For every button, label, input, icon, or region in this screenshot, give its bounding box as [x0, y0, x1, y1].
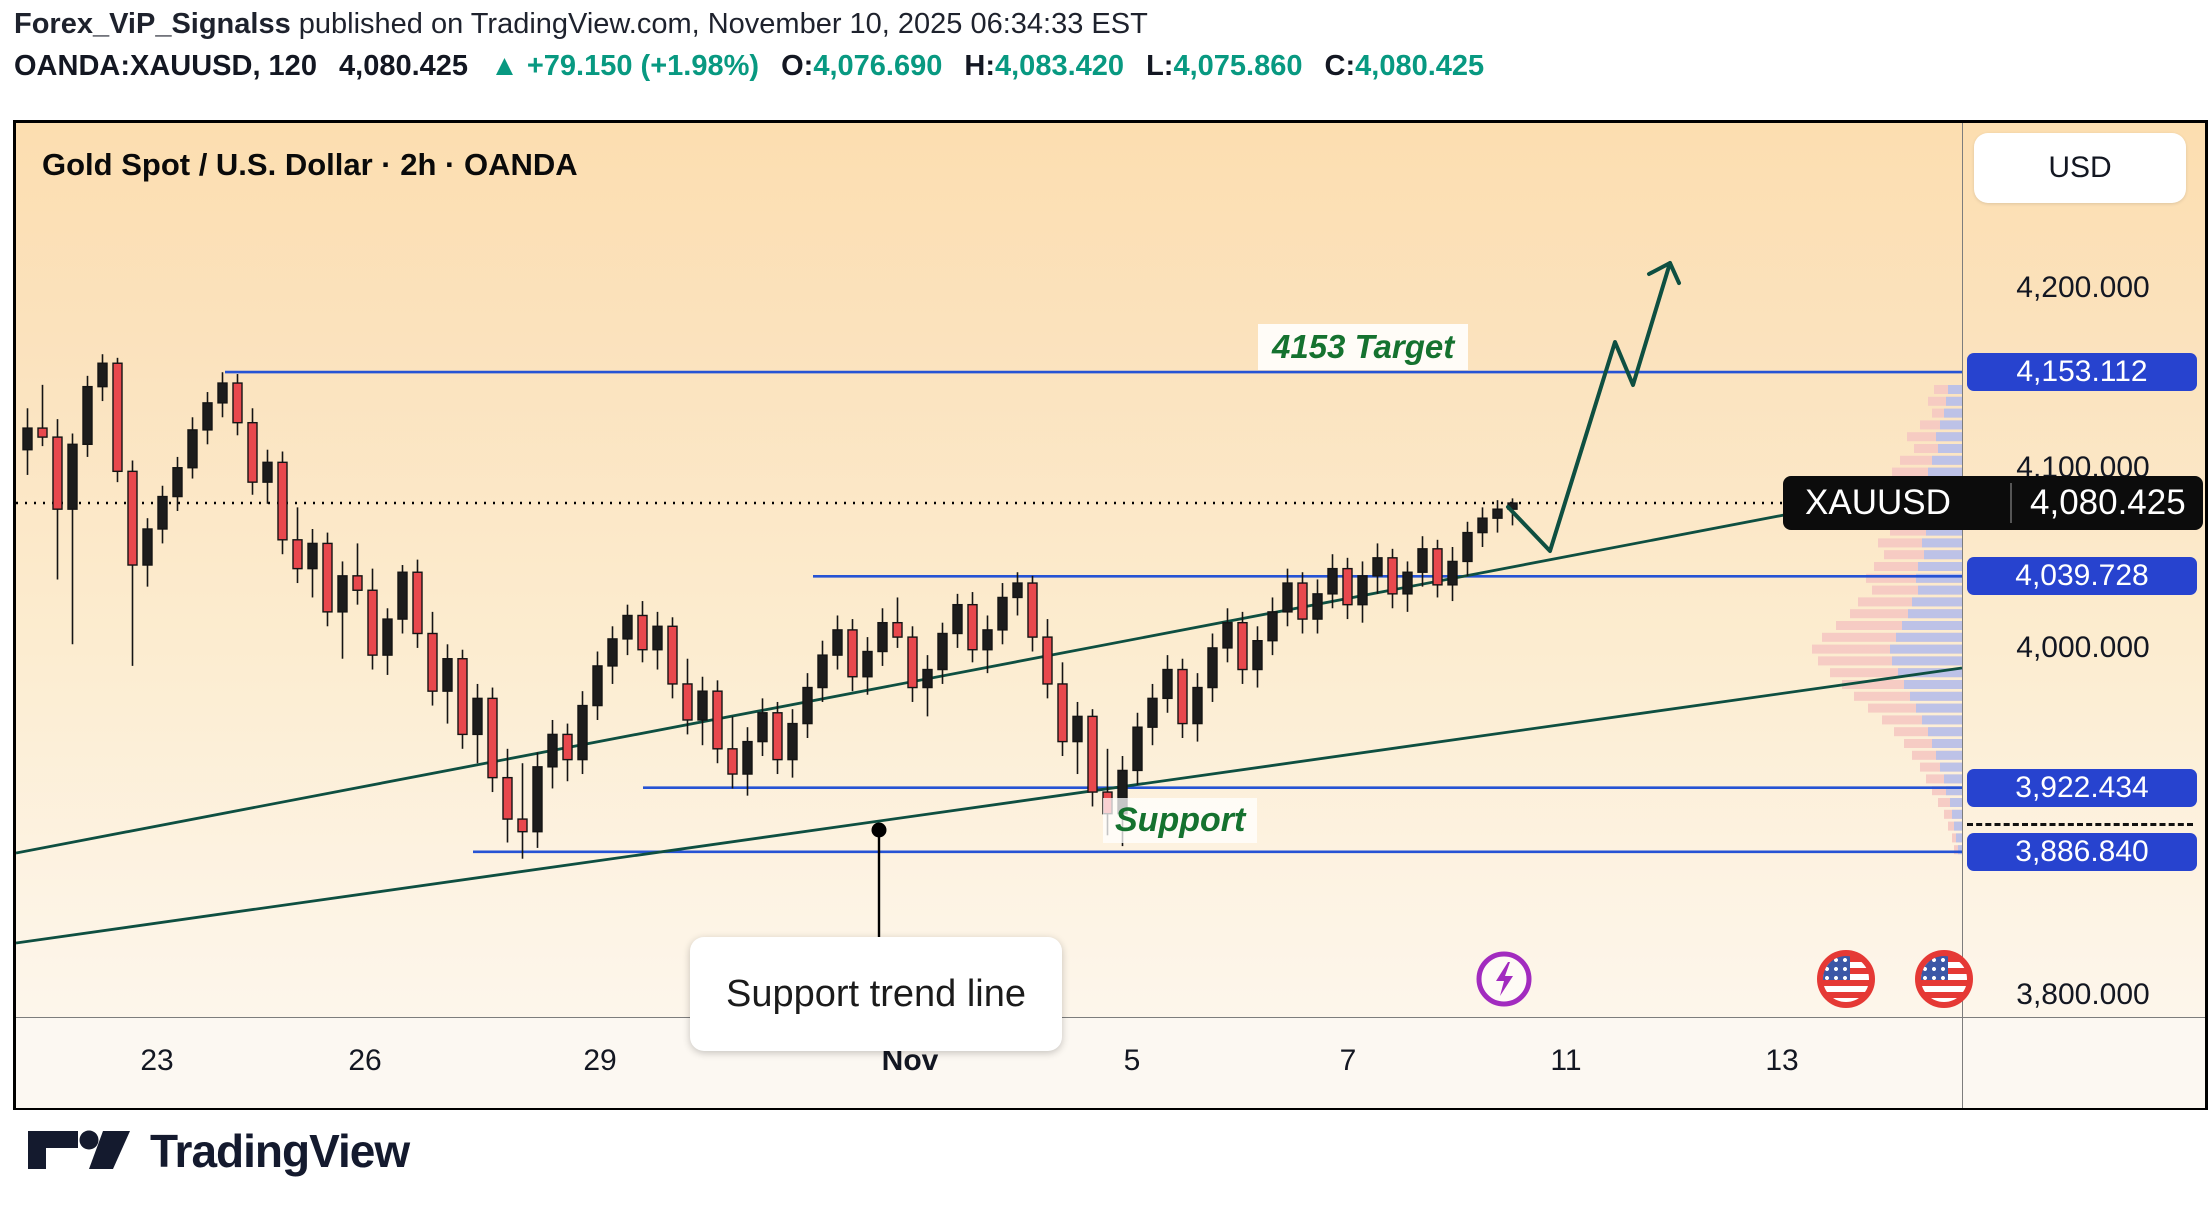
author-name: Forex_ViP_Signalss [14, 8, 291, 40]
time-tick: 23 [140, 1044, 174, 1077]
chart-frame: Gold Spot / U.S. Dollar · 2h · OANDA 415… [13, 120, 2208, 1110]
target-annotation[interactable]: 4153 Target [1258, 324, 1469, 370]
high-value: 4,083.420 [995, 50, 1125, 82]
close-label: C: [1324, 50, 1356, 82]
chart-canvas[interactable]: Gold Spot / U.S. Dollar · 2h · OANDA 415… [16, 123, 1973, 1051]
tradingview-logo-mark [28, 1130, 130, 1169]
publish-line: Forex_ViP_Signalss published on TradingV… [14, 8, 2194, 41]
close-value: 4,080.425 [1355, 50, 1485, 82]
flag-canton [1921, 956, 1948, 980]
low-value: 4,075.860 [1173, 50, 1303, 82]
flag-canton [1823, 956, 1850, 980]
open-label: O: [781, 50, 814, 82]
symbol-price-badge: XAUUSD 4,080.425 [1783, 476, 2203, 530]
last-price: 4,080.425 [339, 50, 469, 82]
open-value: 4,076.690 [813, 50, 943, 82]
price-axis[interactable]: 4,200.000 4,100.000 4,000.000 3,800.000 … [1962, 123, 2206, 1017]
header: Forex_ViP_Signalss published on TradingV… [14, 8, 2194, 83]
price-level-badge: 3,922.434 [1967, 768, 2197, 807]
chart-title: Gold Spot / U.S. Dollar · 2h · OANDA [42, 147, 578, 182]
up-arrow-icon: ▲ [490, 50, 519, 82]
time-tick: 11 [1550, 1044, 1582, 1077]
time-tick: 26 [348, 1044, 382, 1077]
price-level-badge: 4,039.728 [1967, 557, 2197, 596]
time-tick: 13 [1765, 1044, 1799, 1077]
tradingview-logo[interactable]: TradingView [26, 1124, 410, 1178]
symbol-ohlc-line: OANDA:XAUUSD, 120 4,080.425 ▲ +79.150 (+… [14, 50, 2194, 83]
us-flag-event-icon[interactable] [1915, 950, 1973, 1008]
price-change: +79.150 (+1.98%) [526, 50, 760, 82]
time-tick: 5 [1123, 1044, 1141, 1077]
axis-corner-separator [1962, 1018, 1963, 1108]
publish-text: published on TradingView.com, November 1… [290, 8, 1148, 40]
price-tick: 4,200.000 [2016, 270, 2150, 304]
candlestick-chart[interactable] [16, 123, 1962, 1017]
lightning-icon[interactable] [1475, 950, 1533, 1013]
price-tick: 3,800.000 [2016, 978, 2150, 1012]
time-tick: 29 [583, 1044, 617, 1077]
price-level-badge: 4,153.112 [1967, 353, 2197, 392]
tradingview-logo-text: TradingView [150, 1125, 410, 1177]
currency-button[interactable]: USD [1974, 133, 2186, 203]
low-marker-dashed-line [1967, 823, 2193, 826]
symbol-badge-price: 4,080.425 [2010, 483, 2186, 523]
time-tick: 7 [1339, 1044, 1357, 1077]
symbol-name: OANDA:XAUUSD, 120 [14, 50, 317, 82]
support-annotation[interactable]: Support [1103, 798, 1258, 843]
us-flag-event-icon[interactable] [1817, 950, 1875, 1008]
low-label: L: [1146, 50, 1174, 82]
time-axis[interactable]: 23 26 29 Nov 5 7 11 13 [16, 1017, 2205, 1108]
high-label: H: [964, 50, 995, 82]
price-level-badge: 3,886.840 [1967, 832, 2197, 871]
symbol-badge-name: XAUUSD [1805, 483, 1951, 522]
support-trendline-callout[interactable]: Support trend line [690, 937, 1062, 1051]
price-tick: 4,000.000 [2016, 630, 2150, 664]
